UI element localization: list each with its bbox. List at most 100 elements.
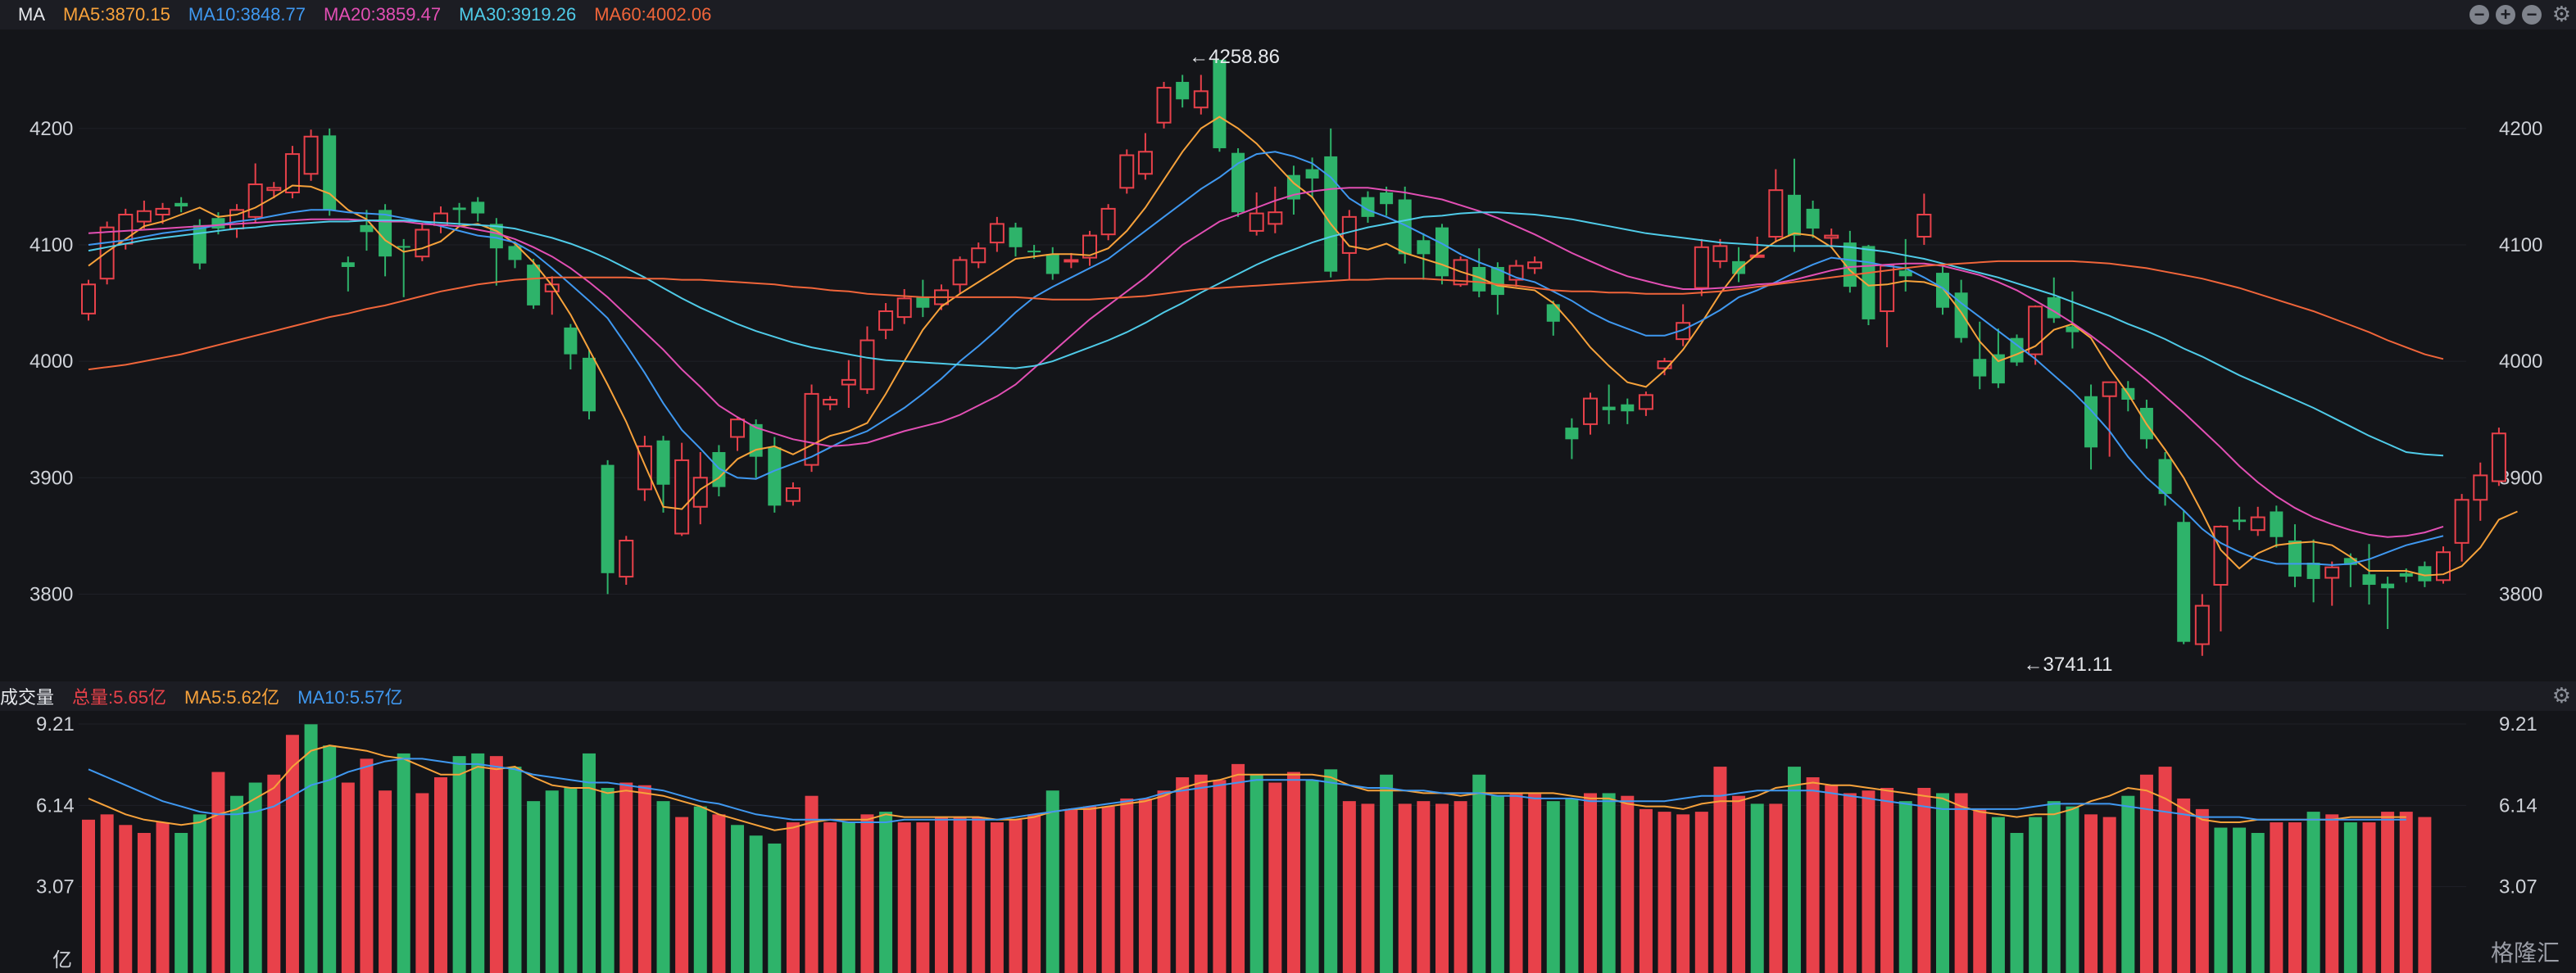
candle — [1213, 59, 1227, 148]
candle — [1973, 359, 1987, 377]
volume-bar — [1286, 772, 1300, 973]
ma10-legend: MA10:3848.77 — [188, 4, 306, 25]
candle — [1880, 265, 1895, 312]
volume-bar — [2029, 817, 2043, 973]
volume-bar — [2343, 822, 2357, 973]
y-tick-label-right: 4100 — [2499, 234, 2542, 256]
candle — [1417, 240, 1431, 255]
volume-bar — [675, 817, 689, 973]
y-tick-label-left: 4100 — [29, 234, 73, 256]
gear-icon[interactable]: ⚙ — [2551, 2, 2571, 26]
candle — [2213, 525, 2229, 586]
price-indicator-title[interactable]: MA — [18, 4, 45, 25]
plus-icon[interactable]: + — [2496, 5, 2515, 25]
candle — [2436, 551, 2451, 582]
ma5-legend: MA5:3870.15 — [63, 4, 170, 25]
ma30-line — [88, 211, 2444, 457]
volume-bar — [1194, 774, 1208, 973]
volume-bar — [972, 817, 986, 973]
volume-bar — [1231, 763, 1245, 973]
volume-bar — [1584, 793, 1598, 973]
volume-bar — [860, 814, 874, 973]
candle — [193, 224, 206, 264]
candle — [2306, 563, 2320, 579]
candle — [1806, 208, 1820, 229]
candle — [785, 487, 800, 502]
candle — [564, 327, 578, 355]
candle — [1064, 259, 1079, 263]
candle — [1137, 151, 1153, 175]
candle — [1305, 169, 1319, 179]
candle — [1435, 227, 1449, 277]
candle — [2250, 516, 2265, 532]
y-tick-label-left: 4000 — [29, 351, 73, 373]
candle — [674, 459, 690, 535]
candle — [1862, 246, 1875, 319]
volume-chart[interactable]: 3.07 3.07 6.14 6.14 9.21 9.21 亿 — [0, 711, 2576, 973]
volume-bar — [1342, 801, 1356, 973]
volume-bar — [1954, 793, 1968, 973]
volume-bar — [1361, 803, 1375, 973]
volume-bar — [156, 822, 170, 973]
y-tick-label-right: 3.07 — [2499, 876, 2537, 898]
volume-indicator-title[interactable]: 成交量 — [0, 687, 55, 708]
candle — [527, 265, 541, 305]
candle — [2343, 558, 2357, 565]
candle — [508, 246, 522, 260]
volume-bar — [230, 795, 244, 973]
candle — [379, 210, 392, 257]
candle — [136, 210, 152, 223]
candle — [471, 201, 485, 214]
volume-bar — [1713, 767, 1727, 973]
volume-bar — [471, 753, 485, 973]
candle — [1546, 304, 1560, 322]
volume-bar — [1862, 790, 1875, 973]
candle — [730, 419, 746, 438]
candle — [712, 451, 726, 487]
volume-bar — [211, 772, 225, 973]
volume-bar — [2288, 822, 2302, 973]
volume-bar — [341, 782, 355, 973]
candle — [841, 378, 856, 386]
volume-bar — [1009, 819, 1023, 973]
candle — [452, 207, 466, 210]
candle — [2028, 305, 2043, 355]
candle — [1231, 152, 1245, 213]
volume-bar — [637, 785, 651, 973]
minus-icon[interactable]: − — [2469, 5, 2489, 25]
candle — [211, 218, 225, 229]
candle — [1156, 87, 1172, 124]
volume-bar — [693, 806, 707, 973]
volume-bar — [1621, 795, 1635, 973]
volume-bar — [1509, 793, 1523, 973]
candle — [2233, 519, 2247, 523]
volume-bar — [2418, 817, 2432, 973]
volume-bar — [823, 822, 837, 973]
candle — [989, 223, 1005, 244]
minus-icon[interactable]: − — [2522, 5, 2542, 25]
candle — [1324, 156, 1338, 272]
volume-bar — [656, 801, 670, 973]
volume-bar — [1176, 777, 1190, 973]
candle — [1602, 406, 1616, 410]
gear-icon[interactable]: ⚙ — [2551, 683, 2571, 708]
volume-bar — [916, 822, 930, 973]
volume-bar — [990, 822, 1004, 973]
candle — [1916, 214, 1932, 238]
volume-bar — [1138, 798, 1152, 973]
volume-bar — [1898, 801, 1912, 973]
volume-bar — [1490, 795, 1504, 973]
y-tick-label-left: 3800 — [29, 583, 73, 605]
volume-bar — [1787, 767, 1801, 973]
candle — [1193, 90, 1209, 109]
candle — [583, 357, 596, 412]
volume-unit-label: 亿 — [52, 949, 72, 971]
volume-ma5-line — [88, 744, 2406, 831]
volume-bar — [1120, 798, 1134, 973]
candle — [1027, 251, 1041, 253]
volume-bar — [619, 782, 633, 973]
volume-bar — [527, 801, 541, 973]
volume-bar — [1639, 808, 1653, 973]
volume-bar — [768, 843, 782, 973]
